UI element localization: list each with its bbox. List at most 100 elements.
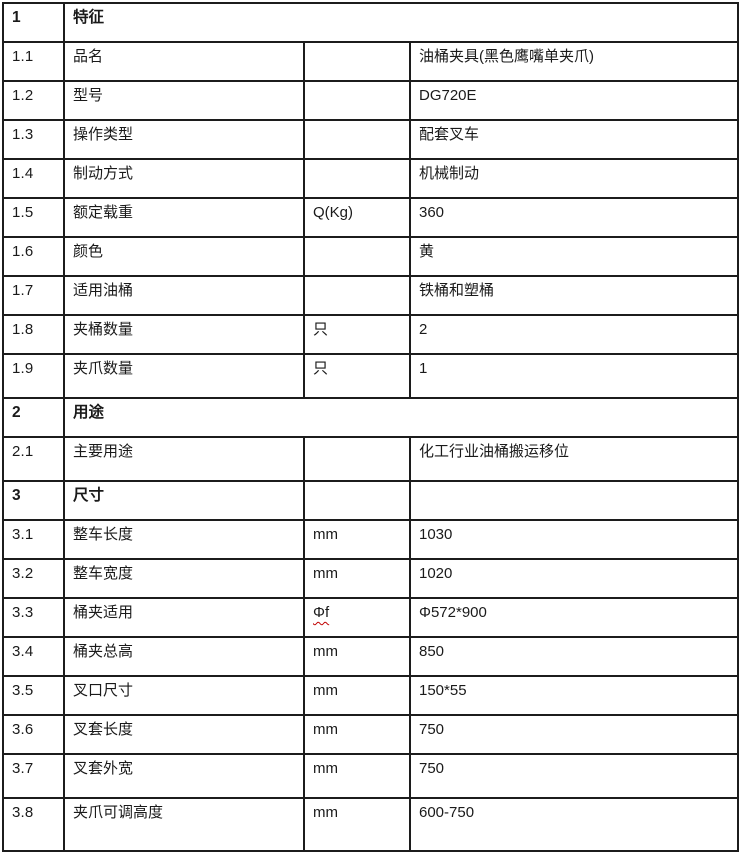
table-row: 1.1 品名 油桶夹具(黑色鹰嘴单夹爪) bbox=[2, 41, 739, 82]
row-number-cell: 3.1 bbox=[2, 519, 65, 560]
row-number-cell: 1.9 bbox=[2, 353, 65, 399]
unit-cell: Q(Kg) bbox=[303, 197, 411, 238]
table-row: 1.6 颜色 黄 bbox=[2, 236, 739, 277]
spec-name-cell: 品名 bbox=[63, 41, 305, 82]
spec-name-cell: 整车宽度 bbox=[63, 558, 305, 599]
spec-name-cell: 操作类型 bbox=[63, 119, 305, 160]
value-cell: 1020 bbox=[409, 558, 739, 599]
value-cell: 化工行业油桶搬运移位 bbox=[409, 436, 739, 482]
table-row: 1.5 额定载重 Q(Kg) 360 bbox=[2, 197, 739, 238]
value-cell: 配套叉车 bbox=[409, 119, 739, 160]
spec-name-cell: 主要用途 bbox=[63, 436, 305, 482]
section-row: 1 特征 bbox=[2, 2, 739, 43]
table-row: 1.7 适用油桶 铁桶和塑桶 bbox=[2, 275, 739, 316]
spec-name-cell: 叉口尺寸 bbox=[63, 675, 305, 716]
value-cell: 黄 bbox=[409, 236, 739, 277]
unit-cell bbox=[303, 275, 411, 316]
unit-cell bbox=[303, 158, 411, 199]
row-number-cell: 3.5 bbox=[2, 675, 65, 716]
value-cell: 1030 bbox=[409, 519, 739, 560]
spec-name-cell: 夹爪可调高度 bbox=[63, 797, 305, 852]
unit-cell bbox=[303, 436, 411, 482]
row-number-cell: 3.3 bbox=[2, 597, 65, 638]
row-number-cell: 1.8 bbox=[2, 314, 65, 355]
spec-name-cell: 用途 bbox=[63, 397, 739, 438]
value-cell: 750 bbox=[409, 714, 739, 755]
table-row: 3.7 叉套外宽 mm 750 bbox=[2, 753, 739, 799]
table-row: 3.4 桶夹总高 mm 850 bbox=[2, 636, 739, 677]
table-row: 3.5 叉口尺寸 mm 150*55 bbox=[2, 675, 739, 716]
value-cell: 油桶夹具(黑色鹰嘴单夹爪) bbox=[409, 41, 739, 82]
row-number-cell: 3 bbox=[2, 480, 65, 521]
spec-name-cell: 叉套外宽 bbox=[63, 753, 305, 799]
spec-name-cell: 桶夹总高 bbox=[63, 636, 305, 677]
table-row: 1.3 操作类型 配套叉车 bbox=[2, 119, 739, 160]
row-number-cell: 3.6 bbox=[2, 714, 65, 755]
section-row: 3 尺寸 bbox=[2, 480, 739, 521]
unit-cell: mm bbox=[303, 753, 411, 799]
spec-name-cell: 夹桶数量 bbox=[63, 314, 305, 355]
spec-name-cell: 制动方式 bbox=[63, 158, 305, 199]
value-cell: 750 bbox=[409, 753, 739, 799]
spec-name-cell: 尺寸 bbox=[63, 480, 305, 521]
row-number-cell: 3.4 bbox=[2, 636, 65, 677]
spec-name-cell: 叉套长度 bbox=[63, 714, 305, 755]
table-row: 1.4 制动方式 机械制动 bbox=[2, 158, 739, 199]
unit-cell: Φf bbox=[303, 597, 411, 638]
row-number-cell: 1.3 bbox=[2, 119, 65, 160]
row-number-cell: 1.5 bbox=[2, 197, 65, 238]
unit-cell: mm bbox=[303, 636, 411, 677]
table-row: 1.2 型号 DG720E bbox=[2, 80, 739, 121]
spec-name-cell: 特征 bbox=[63, 2, 739, 43]
unit-cell bbox=[303, 119, 411, 160]
value-cell: 150*55 bbox=[409, 675, 739, 716]
row-number-cell: 2.1 bbox=[2, 436, 65, 482]
table-row: 2.1 主要用途 化工行业油桶搬运移位 bbox=[2, 436, 739, 482]
row-number-cell: 1.6 bbox=[2, 236, 65, 277]
unit-cell bbox=[303, 480, 411, 521]
value-cell: Φ572*900 bbox=[409, 597, 739, 638]
unit-cell: 只 bbox=[303, 353, 411, 399]
value-cell: 1 bbox=[409, 353, 739, 399]
unit-cell bbox=[303, 41, 411, 82]
row-number-cell: 1.2 bbox=[2, 80, 65, 121]
table-row: 3.2 整车宽度 mm 1020 bbox=[2, 558, 739, 599]
unit-cell: mm bbox=[303, 714, 411, 755]
value-cell: 机械制动 bbox=[409, 158, 739, 199]
value-cell: DG720E bbox=[409, 80, 739, 121]
spec-name-cell: 桶夹适用 bbox=[63, 597, 305, 638]
spellcheck-underlined-text: Φf bbox=[313, 604, 330, 621]
row-number-cell: 3.2 bbox=[2, 558, 65, 599]
row-number-cell: 1.4 bbox=[2, 158, 65, 199]
spec-name-cell: 颜色 bbox=[63, 236, 305, 277]
value-cell: 铁桶和塑桶 bbox=[409, 275, 739, 316]
value-cell: 850 bbox=[409, 636, 739, 677]
unit-cell: mm bbox=[303, 558, 411, 599]
table-row: 1.9 夹爪数量只 1 bbox=[2, 353, 739, 399]
value-cell: 360 bbox=[409, 197, 739, 238]
row-number-cell: 2 bbox=[2, 397, 65, 438]
spec-name-cell: 适用油桶 bbox=[63, 275, 305, 316]
spec-name-cell: 额定载重 bbox=[63, 197, 305, 238]
row-number-cell: 1 bbox=[2, 2, 65, 43]
spec-name-cell: 型号 bbox=[63, 80, 305, 121]
table-row: 3.1 整车长度 mm 1030 bbox=[2, 519, 739, 560]
value-cell: 600-750 bbox=[409, 797, 739, 852]
row-number-cell: 3.8 bbox=[2, 797, 65, 852]
row-number-cell: 3.7 bbox=[2, 753, 65, 799]
unit-cell bbox=[303, 80, 411, 121]
unit-cell: mm bbox=[303, 519, 411, 560]
table-row: 3.8 夹爪可调高度 mm 600-750 bbox=[2, 797, 739, 852]
table-row: 1.8 夹桶数量只 2 bbox=[2, 314, 739, 355]
unit-cell bbox=[303, 236, 411, 277]
table-row: 3.6 叉套长度 mm 750 bbox=[2, 714, 739, 755]
row-number-cell: 1.7 bbox=[2, 275, 65, 316]
value-cell: 2 bbox=[409, 314, 739, 355]
section-row: 2 用途 bbox=[2, 397, 739, 438]
unit-cell: 只 bbox=[303, 314, 411, 355]
value-cell bbox=[409, 480, 739, 521]
spec-name-cell: 夹爪数量 bbox=[63, 353, 305, 399]
